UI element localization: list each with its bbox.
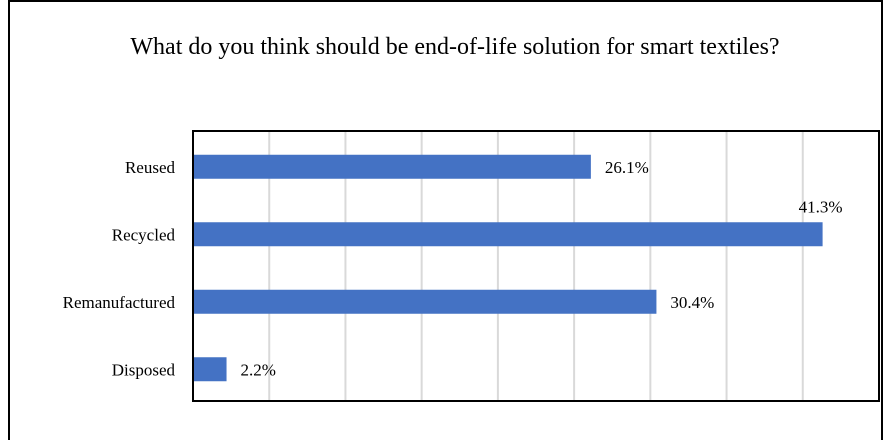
- data-labels: 26.1% 41.3% 30.4% 2.2%: [241, 158, 843, 380]
- bars: [193, 154, 823, 382]
- data-label: 2.2%: [241, 360, 276, 379]
- category-label: Reused: [125, 158, 176, 177]
- category-label: Remanufactured: [63, 293, 176, 312]
- category-labels: Reused Recycled Remanufactured Disposed: [63, 158, 176, 380]
- chart-frame: [8, 0, 883, 440]
- bar-reused: [193, 154, 591, 179]
- category-label: Disposed: [112, 360, 176, 379]
- bar-recycled: [193, 222, 823, 247]
- plot-area-border: [192, 130, 880, 402]
- bar-chart: Reused Recycled Remanufactured Disposed 26.…: [63, 130, 880, 402]
- bar-disposed: [193, 357, 227, 382]
- data-label: 26.1%: [605, 158, 649, 177]
- data-label: 30.4%: [670, 293, 714, 312]
- category-label: Recycled: [112, 225, 176, 244]
- bar-remanufactured: [193, 289, 657, 314]
- chart-title: What do you think should be end-of-life …: [130, 34, 780, 60]
- data-label: 41.3%: [799, 197, 843, 216]
